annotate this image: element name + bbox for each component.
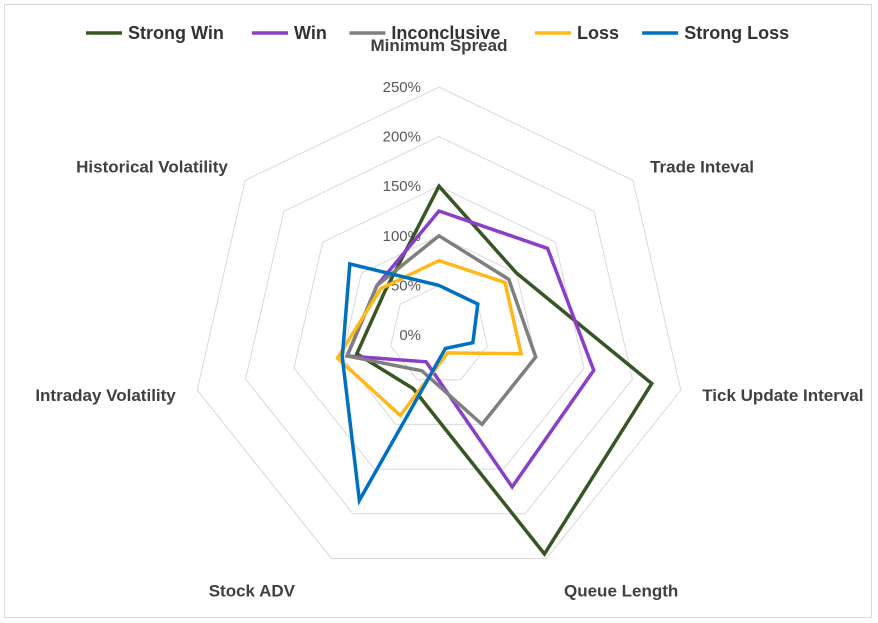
axis-label-intraday-volatility: Intraday Volatility [35,386,176,405]
chart-frame [4,4,872,618]
legend-label-loss: Loss [577,23,619,43]
axis-label-trade-inteval: Trade Inteval [650,158,754,177]
radial-tick-labels: 0%50%100%150%200%250% [383,79,421,344]
legend-label-inconclusive: Inconclusive [391,23,500,43]
tick-label-250: 250% [383,79,421,96]
legend-label-strong-win: Strong Win [128,23,224,43]
axis-label-stock-adv: Stock ADV [209,581,296,600]
axis-label-minimum-spread: Minimum Spread [371,36,508,55]
grid-ring-250 [196,86,682,559]
axis-label-queue-length: Queue Length [564,581,678,600]
radar-grid [196,86,682,559]
series-inconclusive [344,233,538,427]
grid-ring-200 [245,136,633,515]
legend-label-strong-loss: Strong Loss [684,23,789,43]
category-axis-labels: Minimum Spread Trade Inteval Tick Update I… [35,36,863,600]
tick-label-200: 200% [383,129,421,146]
legend: Strong Win Win Inconclusive Loss Strong Loss [86,23,789,43]
tick-label-150: 150% [383,178,421,195]
series-strong-win [354,183,655,557]
legend-label-win: Win [294,23,327,43]
grid-ring-150 [293,185,585,470]
series-strong-loss [340,261,480,506]
series-win [344,208,596,491]
axis-label-tick-update-interval: Tick Update Interval [702,386,863,405]
axis-label-historical-volatility: Historical Volatility [76,158,228,177]
series-lines [335,183,655,557]
tick-label-0: 0% [399,327,421,344]
grid-ring-100 [341,235,537,425]
